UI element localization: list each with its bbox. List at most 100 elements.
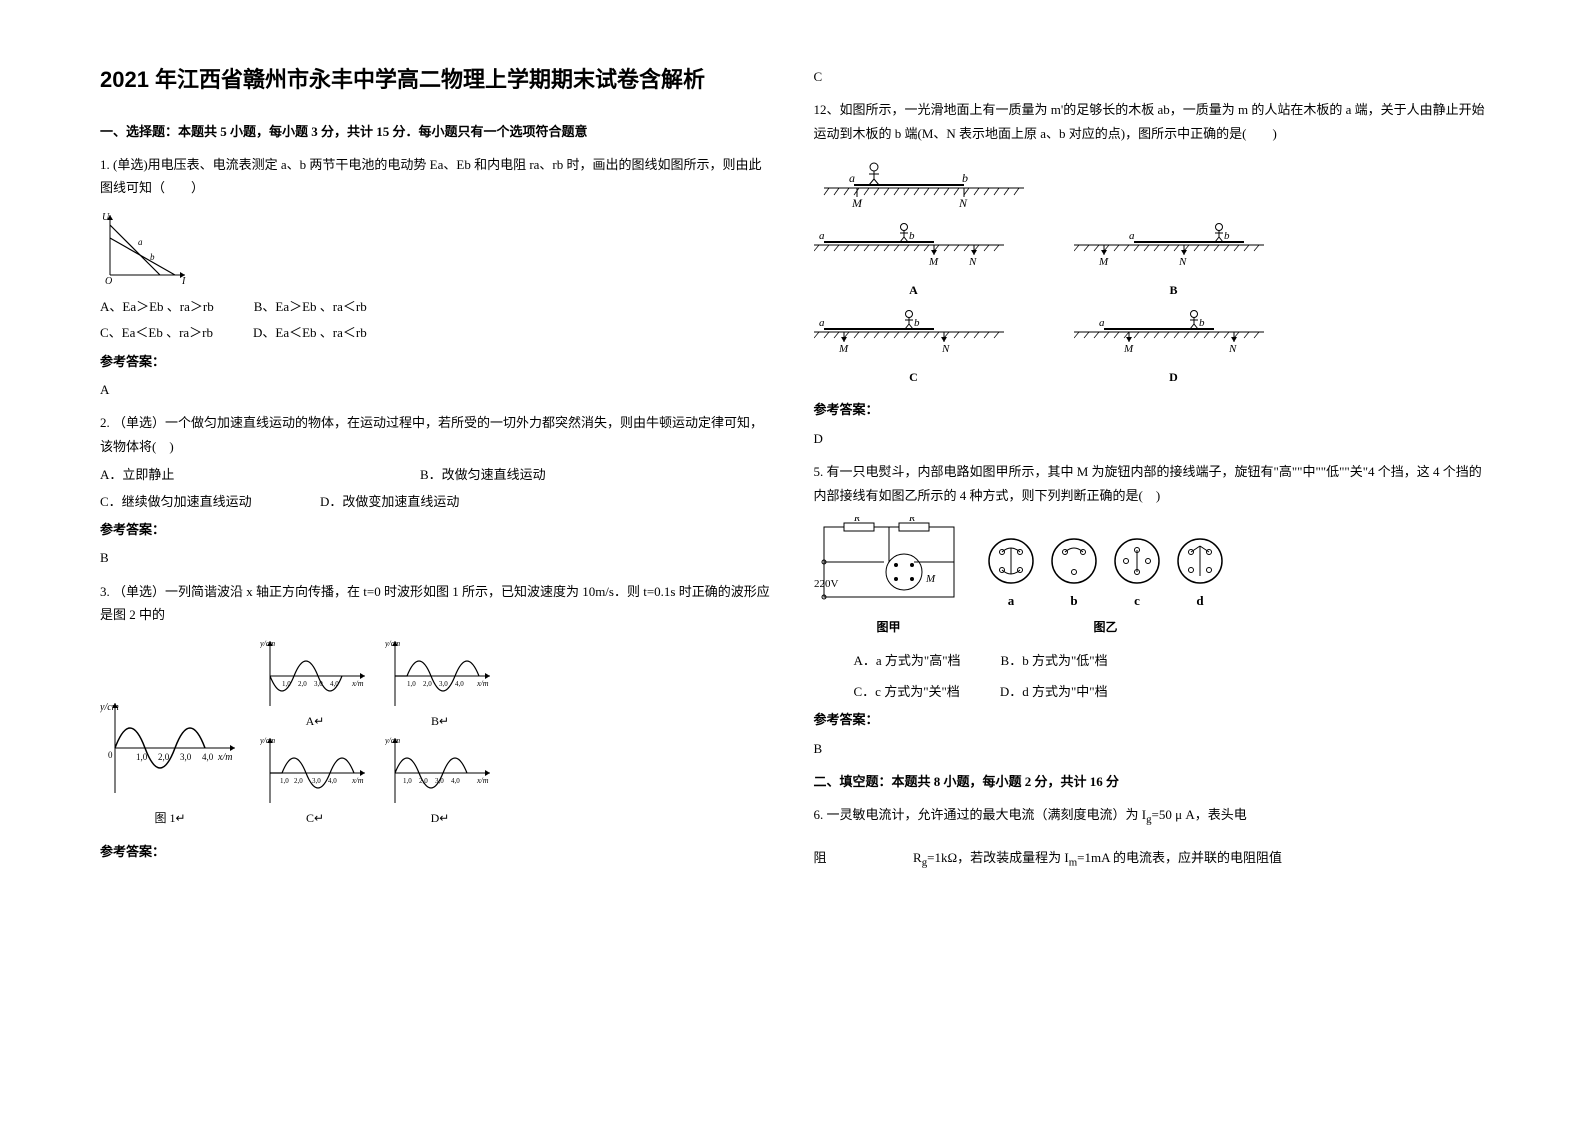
question-3: 3. （单选）一列简谐波沿 x 轴正方向传播，在 t=0 时波形如图 1 所示，… xyxy=(100,580,774,863)
q1-figure: U I O a b xyxy=(100,210,774,285)
q3-fig1: y/cm x/m 0 1,0 2,0 3,0 4,0 图 1↵ xyxy=(100,698,240,830)
svg-text:1,0: 1,0 xyxy=(407,680,416,688)
q5-fig-jia-label: 图甲 xyxy=(814,617,964,639)
q2-text: 2. （单选）一个做匀加速直线运动的物体，在运动过程中，若所受的一切外力都突然消… xyxy=(100,411,774,458)
q3-answer-label: 参考答案： xyxy=(100,840,774,863)
q3-text: 3. （单选）一列简谐波沿 x 轴正方向传播，在 t=0 时波形如图 1 所示，… xyxy=(100,580,774,627)
q6-sub3: m xyxy=(1069,856,1077,868)
svg-text:U: U xyxy=(102,212,110,223)
q5-c: c xyxy=(1110,589,1165,612)
q12-options-figures: a b xyxy=(814,220,1488,388)
svg-text:a: a xyxy=(1099,317,1105,329)
section-1-title: 一、选择题：本题共 5 小题，每小题 3 分，共计 15 分．每小题只有一个选项… xyxy=(100,120,774,143)
q5-figures: R R M 220V 图甲 xyxy=(814,517,1488,639)
q6-text1: 6. 一灵敏电流计，允许通过的最大电流（满刻度电流）为 I xyxy=(814,807,1147,822)
q3-fig1-label: 图 1↵ xyxy=(100,808,240,830)
svg-text:b: b xyxy=(962,171,968,185)
q6-line1: 6. 一灵敏电流计，允许通过的最大电流（满刻度电流）为 Ig=50 μ A，表头… xyxy=(814,803,1488,830)
question-12: 12、如图所示，一光滑地面上有一质量为 m'的足够长的木板 ab，一质量为 m … xyxy=(814,98,1488,450)
svg-text:4,0: 4,0 xyxy=(328,777,337,785)
q12-labelC: C xyxy=(814,367,1014,389)
svg-text:2,0: 2,0 xyxy=(419,777,428,785)
svg-text:a: a xyxy=(819,317,825,329)
q5-answer: B xyxy=(814,737,1488,760)
svg-text:M: M xyxy=(925,573,936,585)
q12-labelA: A xyxy=(814,280,1014,302)
svg-text:y/cm: y/cm xyxy=(260,736,275,745)
q1-answer-label: 参考答案： xyxy=(100,350,774,373)
svg-text:O: O xyxy=(105,276,112,285)
svg-text:M: M xyxy=(838,343,849,355)
svg-text:4,0: 4,0 xyxy=(202,752,214,762)
q6-text4: R xyxy=(913,850,922,865)
q2-answer-label: 参考答案： xyxy=(100,518,774,541)
q5-b: b xyxy=(1047,589,1102,612)
q6-text2: =50 μ A，表头电 xyxy=(1152,807,1247,822)
q12-main-figure: a b xyxy=(814,155,1488,210)
q2-optA: A．立即静止 xyxy=(100,463,380,486)
q3-labelB: B↵ xyxy=(385,711,495,733)
svg-text:b: b xyxy=(150,252,155,262)
question-5: 5. 有一只电熨斗，内部电路如图甲所示，其中 M 为旋钮内部的接线端子，旋钮有"… xyxy=(814,460,1488,760)
svg-text:3,0: 3,0 xyxy=(180,752,192,762)
q12-answer-label: 参考答案： xyxy=(814,398,1488,421)
svg-text:1,0: 1,0 xyxy=(282,680,291,688)
svg-text:x/m: x/m xyxy=(476,679,489,688)
q3-labelA: A↵ xyxy=(260,711,370,733)
q12-answer: D xyxy=(814,427,1488,450)
svg-text:M: M xyxy=(928,256,939,268)
svg-text:b: b xyxy=(1224,230,1230,242)
q3-answer: C xyxy=(814,65,1488,88)
q3-labelD: D↵ xyxy=(385,808,495,830)
q3-figures: y/cm x/m 0 1,0 2,0 3,0 4,0 图 1↵ xyxy=(100,636,774,829)
q1-text: 1. (单选)用电压表、电流表测定 a、b 两节干电池的电动势 Ea、Eb 和内… xyxy=(100,153,774,200)
q5-text: 5. 有一只电熨斗，内部电路如图甲所示，其中 M 为旋钮内部的接线端子，旋钮有"… xyxy=(814,460,1488,507)
svg-text:b: b xyxy=(914,317,920,329)
svg-text:3,0: 3,0 xyxy=(312,777,321,785)
q5-options: A．a 方式为"高"档 B．b 方式为"低"档 C．c 方式为"关"档 D．d … xyxy=(814,649,1488,704)
q5-fig-yi-label: 图乙 xyxy=(984,617,1228,639)
q6-text6: =1mA 的电流表，应并联的电阻阻值 xyxy=(1077,850,1282,865)
right-column: C 12、如图所示，一光滑地面上有一质量为 m'的足够长的木板 ab，一质量为 … xyxy=(794,60,1508,1062)
svg-text:3,0: 3,0 xyxy=(314,680,323,688)
svg-text:x/m: x/m xyxy=(351,776,364,785)
q5-optB: B．b 方式为"低"档 xyxy=(1001,649,1108,672)
svg-text:a: a xyxy=(1129,230,1135,242)
svg-text:R: R xyxy=(853,517,860,524)
q12-labelD: D xyxy=(1074,367,1274,389)
q6-text3: 阻 xyxy=(814,850,827,865)
svg-text:N: N xyxy=(1178,256,1187,268)
q1-optD: D、Ea＜Eb 、ra＜rb xyxy=(253,321,367,344)
q5-optD: D．d 方式为"中"档 xyxy=(1000,680,1108,703)
svg-text:2,0: 2,0 xyxy=(294,777,303,785)
svg-text:x/m: x/m xyxy=(351,679,364,688)
svg-text:M: M xyxy=(851,196,863,210)
q12-text: 12、如图所示，一光滑地面上有一质量为 m'的足够长的木板 ab，一质量为 m … xyxy=(814,98,1488,145)
svg-text:0: 0 xyxy=(108,750,113,760)
q2-answer: B xyxy=(100,546,774,569)
q6-line2: 阻 Rg=1kΩ，若改装成量程为 Im=1mA 的电流表，应并联的电阻阻值 xyxy=(814,846,1488,873)
svg-text:a: a xyxy=(138,237,143,247)
svg-text:b: b xyxy=(909,230,915,242)
question-6: 6. 一灵敏电流计，允许通过的最大电流（满刻度电流）为 Ig=50 μ A，表头… xyxy=(814,803,1488,872)
svg-text:x/m: x/m xyxy=(476,776,489,785)
svg-text:4,0: 4,0 xyxy=(455,680,464,688)
svg-text:N: N xyxy=(941,343,950,355)
q3-options-figures: y/cm x/m 1,0 2,0 3,0 4,0 A↵ xyxy=(260,636,495,829)
q1-options: A、Ea＞Eb 、ra＞rb B、Ea＞Eb 、ra＜rb C、Ea＜Eb 、r… xyxy=(100,295,774,345)
svg-text:I: I xyxy=(181,276,186,285)
q5-answer-label: 参考答案： xyxy=(814,708,1488,731)
exam-title: 2021 年江西省赣州市永丰中学高二物理上学期期末试卷含解析 xyxy=(100,60,774,100)
svg-text:220V: 220V xyxy=(814,578,839,590)
svg-text:x/m: x/m xyxy=(217,752,232,763)
svg-text:N: N xyxy=(958,196,968,210)
q6-text5: =1kΩ，若改装成量程为 I xyxy=(927,850,1069,865)
q2-optC: C．继续做匀加速直线运动 xyxy=(100,490,280,513)
svg-text:4,0: 4,0 xyxy=(330,680,339,688)
question-2: 2. （单选）一个做匀加速直线运动的物体，在运动过程中，若所受的一切外力都突然消… xyxy=(100,411,774,569)
q5-optC: C．c 方式为"关"档 xyxy=(854,680,960,703)
svg-text:y/cm: y/cm xyxy=(385,736,400,745)
svg-text:2,0: 2,0 xyxy=(298,680,307,688)
left-column: 2021 年江西省赣州市永丰中学高二物理上学期期末试卷含解析 一、选择题：本题共… xyxy=(80,60,794,1062)
svg-text:N: N xyxy=(1228,343,1237,355)
